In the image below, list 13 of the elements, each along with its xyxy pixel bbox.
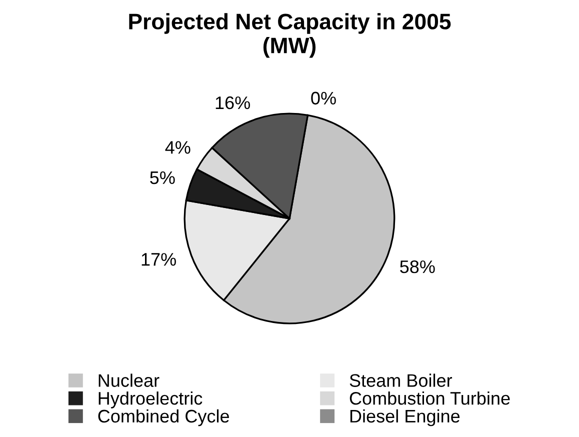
legend-label: Combined Cycle [98,409,230,426]
data-label: 58% [400,260,435,274]
legend-label: Steam Boiler [350,374,452,387]
legend-label: Combustion Turbine [350,392,510,405]
legend-label: Hydroelectric [98,392,202,408]
data-label: 5% [150,171,175,184]
chart-title: Projected Net Capacity in 2005 (MW) [129,13,451,58]
data-label: 4% [165,141,190,154]
legend-label: Nuclear [98,374,160,387]
data-label: 17% [142,253,176,266]
text: 0% [311,92,336,105]
data-label: 16% [216,96,250,110]
legend-label: Diesel Engine [350,409,460,426]
